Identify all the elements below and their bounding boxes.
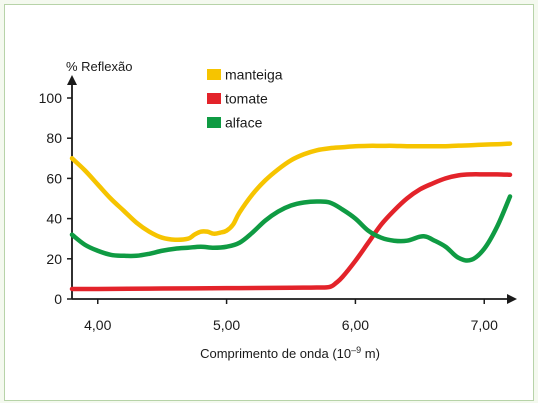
x-axis-label-main: Comprimento de onda (10 (200, 346, 351, 361)
y-tick-label: 40 (46, 211, 62, 227)
legend-swatch-manteiga (207, 69, 221, 80)
legend-label-manteiga: manteiga (225, 67, 283, 83)
x-axis-label-unit: m) (361, 346, 380, 361)
legend-label-tomate: tomate (225, 91, 268, 107)
x-tick-label: 7,00 (471, 317, 498, 333)
x-tick-label: 4,00 (84, 317, 111, 333)
x-ticks: 4,00 5,00 6,00 7,00 (84, 299, 498, 333)
x-axis-label: Comprimento de onda (10–9 m) (200, 345, 380, 361)
series-line-manteiga (69, 141, 513, 243)
x-axis-label-superscript: –9 (351, 345, 361, 355)
x-tick-label: 6,00 (342, 317, 369, 333)
y-tick-label: 100 (39, 90, 63, 106)
y-tick-label: 60 (46, 170, 62, 186)
y-ticks: 0 20 40 60 80 100 (39, 90, 72, 307)
y-axis-label: % Reflexão (66, 59, 132, 74)
y-tick-label: 0 (54, 291, 62, 307)
legend-swatch-tomate (207, 93, 221, 104)
series-line-alface (69, 194, 513, 263)
y-tick-label: 80 (46, 130, 62, 146)
x-tick-label: 5,00 (213, 317, 240, 333)
series-line-tomate (69, 172, 513, 292)
chart-panel (4, 4, 534, 401)
y-tick-label: 20 (46, 251, 62, 267)
legend-swatch-alface (207, 117, 221, 128)
legend-label-alface: alface (225, 115, 263, 131)
legend: manteiga tomate alface (207, 67, 283, 131)
series-layer (69, 141, 513, 292)
